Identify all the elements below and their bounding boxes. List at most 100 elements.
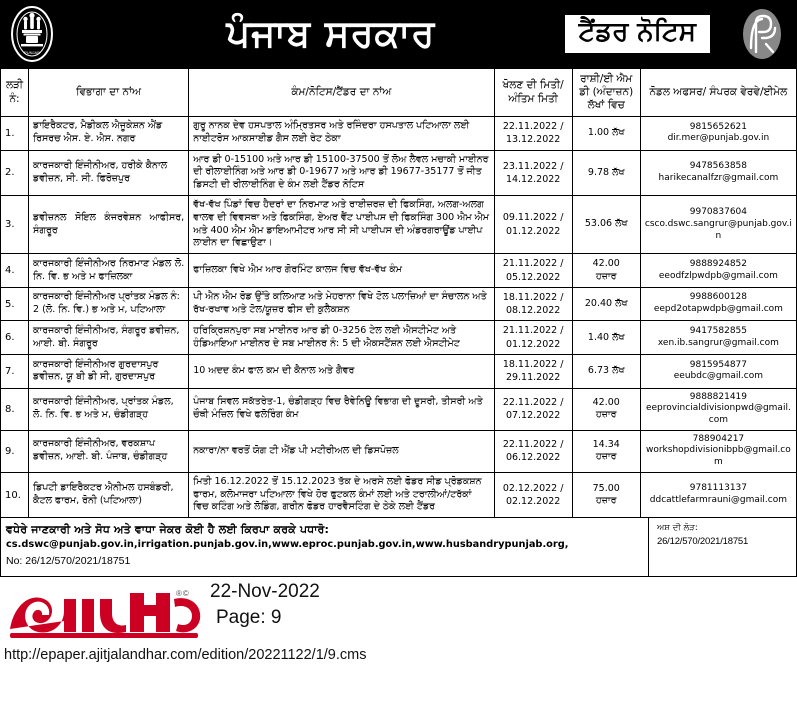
- cell-serial: 2.: [0, 149, 30, 197]
- table-row: 4. ਕਾਰਜਕਾਰੀ ਇੰਜੀਨੀਅਰ ਨਿਰਮਾਣ ਮੰਡਲ ਲੋ. ਨਿ.…: [0, 253, 797, 288]
- date-close: 29.11.2022: [505, 372, 561, 384]
- cell-work: ਫਾਜ਼ਿਲਕਾ ਵਿਖੇ ਐਮ ਆਰ ਗੋਰਮਿੰਟ ਕਾਲਜ ਵਿਚ ਵੱਖ…: [188, 253, 495, 288]
- table-row: 6. ਕਾਰਜਕਾਰੀ ਇੰਜੀਨੀਅਰ, ਸੰਗਰੂਰ ਡਵੀਜ਼ਨ, ਆਈ.…: [0, 320, 797, 356]
- epaper-page-number: Page: 9: [216, 606, 282, 628]
- table-row: 1. ਡਾਇਰੈਕਟਰ, ਮੈਡੀਕਲ ਐਜੂਕੇਸ਼ਨ ਐਂਡ ਰਿਸਰਚ ਐ…: [0, 116, 797, 151]
- cell-department: ਡਾਇਰੈਕਟਰ, ਮੈਡੀਕਲ ਐਜੂਕੇਸ਼ਨ ਐਂਡ ਰਿਸਰਚ ਐਸ. …: [28, 116, 190, 151]
- cell-amount: 75.00 ਹਜ਼ਾਰ: [571, 471, 641, 519]
- amount-value: 9.78 ਲੱਖ: [587, 166, 625, 178]
- cell-amount: 9.78 ਲੱਖ: [571, 149, 641, 197]
- punjab-fingerprint-p-logo-icon: [739, 5, 785, 63]
- cell-department: ਕਾਰਜਕਾਰੀ ਇੰਜੀਨੀਅਰ, ਪ੍ਰਾਂਤਕ ਮੰਡਲ, ਲੋ. ਨਿ.…: [28, 387, 190, 431]
- cell-department: ਕਾਰਜਕਾਰੀ ਇੰਜੀਨੀਅਰ, ਵਰਕਸ਼ਾਪ ਡਵੀਜ਼ਨ, ਆਈ. ਬ…: [28, 429, 190, 473]
- cell-department: ਕਾਰਜਕਾਰੀ ਇੰਜੀਨੀਅਰ ਪ੍ਰਾਂਤਕ ਮੰਡਲ ਨੰ: 2 (ਲੋ…: [28, 286, 190, 322]
- table-header-row: ਲੜੀ ਨੰ: ਵਿਭਾਗਾ ਦਾ ਨਾਂਅ ਕੰਮ/ਨੋਟਿਸ/ਟੈਂਡਰ ਦ…: [0, 68, 797, 117]
- cell-serial: 1.: [0, 116, 30, 151]
- cell-dates: 18.11.2022 / 08.12.2022: [493, 286, 573, 322]
- tender-table: ਲੜੀ ਨੰ: ਵਿਭਾਗਾ ਦਾ ਨਾਂਅ ਕੰਮ/ਨੋਟਿਸ/ਟੈਂਡਰ ਦ…: [0, 68, 797, 519]
- column-header-amount: ਰਾਸ਼ੀ/ਈ ਐਮ ਡੀ (ਅੰਦਾਜ਼ਨ) ਲੱਖਾਂ ਵਿਚ: [571, 68, 641, 117]
- date-open: 09.11.2022 /: [502, 212, 564, 224]
- epaper-band: ®© 22-Nov-2022 Page: 9 http://epaper.aji…: [0, 577, 797, 675]
- column-header-officer: ਨੋਡਲ ਅਫਸਰ/ ਸੰਪਰਕ ਵੇਰਵੇ/ਈਮੇਲ: [639, 68, 797, 117]
- cell-amount: 1.00 ਲੱਖ: [571, 116, 641, 151]
- officer-email[interactable]: eeodfzlpwdpb@gmail.com: [658, 270, 778, 281]
- cell-officer: 9815954877 eeubdc@gmail.com: [639, 354, 797, 389]
- date-open: 18.11.2022 /: [502, 291, 564, 303]
- cell-serial: 3.: [0, 195, 30, 255]
- table-row: 2. ਕਾਰਜਕਾਰੀ ਇੰਜੀਨੀਅਰ, ਹਰੀਕੇ ਕੈਨਾਲ ਡਵੀਜ਼ਨ…: [0, 149, 797, 197]
- date-open: 23.11.2022 /: [502, 160, 564, 172]
- cell-serial: 5.: [0, 286, 30, 322]
- amount-value: 14.34: [592, 438, 620, 450]
- cell-department: ਕਾਰਜਕਾਰੀ ਇੰਜੀਨੀਅਰ, ਸੰਗਰੂਰ ਡਵੀਜ਼ਨ, ਆਈ. ਬੀ…: [28, 320, 190, 356]
- cell-serial: 10.: [0, 471, 30, 519]
- amount-unit: ਹਜ਼ਾਰ: [595, 270, 617, 282]
- epaper-date: 22-Nov-2022: [210, 580, 320, 602]
- cell-amount: 42.00 ਹਜ਼ਾਰ: [571, 253, 641, 288]
- cell-amount: 14.34 ਹਜ਼ਾਰ: [571, 429, 641, 473]
- table-row: 5. ਕਾਰਜਕਾਰੀ ਇੰਜੀਨੀਅਰ ਪ੍ਰਾਂਤਕ ਮੰਡਲ ਨੰ: 2 …: [0, 286, 797, 322]
- amount-value: 42.00: [592, 396, 620, 408]
- date-close: 05.12.2022: [505, 271, 561, 283]
- cell-officer: 9970837604 csco.dswc.sangrur@punjab.gov.…: [639, 195, 797, 255]
- officer-phone: 9970837604: [689, 207, 748, 218]
- officer-phone: 9888924852: [689, 258, 748, 269]
- amount-value: 20.40 ਲੱਖ: [584, 298, 628, 309]
- officer-email[interactable]: eepd2otapwdpb@gmail.com: [653, 304, 783, 315]
- date-close: 08.12.2022: [505, 305, 561, 317]
- date-close: 06.12.2022: [505, 452, 561, 464]
- officer-phone: 9478563858: [689, 161, 748, 172]
- officer-email[interactable]: harikecanalfzr@gmail.com: [658, 172, 779, 183]
- cell-work: 10 ਅਦਦ ਕੰਮ ਫਾਲ ਕਮ ਦੀ ਕੈਨਾਲ ਅਤੇ ਗੈਵਰ: [188, 354, 495, 389]
- cell-work: ਵੱਖ-ਵੱਖ ਪਿੰਡਾਂ ਵਿਚ ਹੈਦਰਾਂ ਦਾ ਨਿਰਮਾਣ ਅਤੇ …: [188, 195, 495, 255]
- cell-amount: 53.06 ਲੱਖ: [571, 195, 641, 255]
- cell-dates: 23.11.2022 / 14.12.2022: [493, 149, 573, 197]
- officer-email[interactable]: eeubdc@gmail.com: [673, 371, 763, 382]
- epaper-url[interactable]: http://epaper.ajitjalandhar.com/edition/…: [4, 646, 367, 663]
- cell-department: ਡਿਪਟੀ ਡਾਇਰੈਕਟਰ ਐਨੀਮਲ ਹਸਬੰਡਰੀ, ਕੈਟਲ ਫਾਰਮ,…: [28, 471, 190, 519]
- date-open: 21.11.2022 /: [502, 258, 564, 270]
- cell-amount: 42.00 ਹਜ਼ਾਰ: [571, 387, 641, 431]
- amount-unit: ਹਜ਼ਾਰ: [595, 495, 617, 506]
- amount-value: 42.00: [592, 258, 620, 270]
- table-body: 1. ਡਾਇਰੈਕਟਰ, ਮੈਡੀਕਲ ਐਜੂਕੇਸ਼ਨ ਐਂਡ ਰਿਸਰਚ ਐ…: [0, 116, 797, 519]
- amount-value: 1.40 ਲੱਖ: [587, 331, 625, 343]
- date-open: 21.11.2022 /: [502, 325, 564, 337]
- officer-phone: 9988600128: [689, 292, 748, 303]
- cell-officer: 9417582855 xen.ib.sangrur@gmail.com: [639, 320, 797, 356]
- amount-value: 53.06 ਲੱਖ: [584, 218, 628, 230]
- officer-email[interactable]: ddcattlefarmrauni@gmail.com: [649, 495, 787, 505]
- officer-phone: 9815652621: [689, 121, 748, 132]
- cell-officer: 9988600128 eepd2otapwdpb@gmail.com: [639, 286, 797, 322]
- table-row: 8. ਕਾਰਜਕਾਰੀ ਇੰਜੀਨੀਅਰ, ਪ੍ਰਾਂਤਕ ਮੰਡਲ, ਲੋ. …: [0, 387, 797, 431]
- amount-value: 1.00 ਲੱਖ: [587, 127, 625, 139]
- table-row: 9. ਕਾਰਜਕਾਰੀ ਇੰਜੀਨੀਅਰ, ਵਰਕਸ਼ਾਪ ਡਵੀਜ਼ਨ, ਆਈ…: [0, 429, 797, 473]
- cell-work: ਆਰ ਡੀ 0-15100 ਅਤੇ ਆਰ ਡੀ 15100-37500 ਤੋਂ …: [188, 149, 495, 197]
- officer-email[interactable]: dir.mer@punjab.gov.in: [667, 133, 770, 144]
- footer-note-band: ਵਧੇਰੇ ਜਾਣਕਾਰੀ ਅਤੇ ਸੋਧ ਅਤੇ ਵਾਧਾ ਜੇਕਰ ਕੋਈ …: [0, 518, 797, 577]
- column-header-dates: ਖੋਲਣ ਦੀ ਮਿਤੀ/ ਅੰਤਿਮ ਮਿਤੀ: [493, 68, 573, 117]
- table-row: 7. ਕਾਰਜਕਾਰੀ ਇੰਜੀਨੀਅਰ ਗੁਰਦਾਸਪੁਰ ਡਵੀਜ਼ਨ, ਯ…: [0, 354, 797, 389]
- india-state-emblem-icon: PUNJAB: [6, 4, 58, 64]
- cell-serial: 6.: [0, 320, 30, 356]
- cell-dates: 09.11.2022 / 01.12.2022: [493, 195, 573, 255]
- officer-email[interactable]: workshopdivisionibpb@gmail.com: [645, 445, 791, 468]
- footer-note-links[interactable]: cs.dswc@punjab.gov.in,irrigation.punjab.…: [6, 539, 569, 551]
- officer-email[interactable]: xen.ib.sangrur@gmail.com: [657, 337, 779, 348]
- amount-unit: ਹਜ਼ਾਰ: [595, 451, 617, 463]
- cell-serial: 7.: [0, 354, 30, 389]
- cell-department: ਕਾਰਜਕਾਰੀ ਇੰਜੀਨੀਅਰ ਨਿਰਮਾਣ ਮੰਡਲ ਲੋ. ਨਿ. ਵਿ…: [28, 253, 190, 288]
- svg-text:PUNJAB: PUNJAB: [24, 50, 40, 55]
- cell-dates: 21.11.2022 / 01.12.2022: [493, 320, 573, 356]
- cell-officer: 9888821419 eeprovincialdivisionpwd@gmail…: [639, 387, 797, 431]
- officer-email[interactable]: csco.dswc.sangrur@punjab.gov.in: [644, 218, 792, 241]
- cell-officer: 9888924852 eeodfzlpwdpb@gmail.com: [639, 253, 797, 288]
- officer-email[interactable]: eeprovincialdivisionpwd@gmail.com: [645, 403, 791, 426]
- footer-reference-value: 26/12/570/2021/18751: [657, 535, 749, 547]
- amount-value: 6.73 ਲੱਖ: [587, 365, 625, 377]
- cell-department: ਡਵੀਜ਼ਨਲ ਸੋਇਲ ਕੰਜਰਵੇਸ਼ਨ ਆਫੀਸਰ, ਸੰਗਰੂਰ: [28, 195, 190, 255]
- footer-reference-label: ਅਸ਼ ਦੀ ਲੋੜ:: [657, 523, 698, 534]
- date-close: 14.12.2022: [505, 173, 561, 185]
- cell-serial: 9.: [0, 429, 30, 473]
- trademark-marks-icon: ®©: [176, 588, 190, 598]
